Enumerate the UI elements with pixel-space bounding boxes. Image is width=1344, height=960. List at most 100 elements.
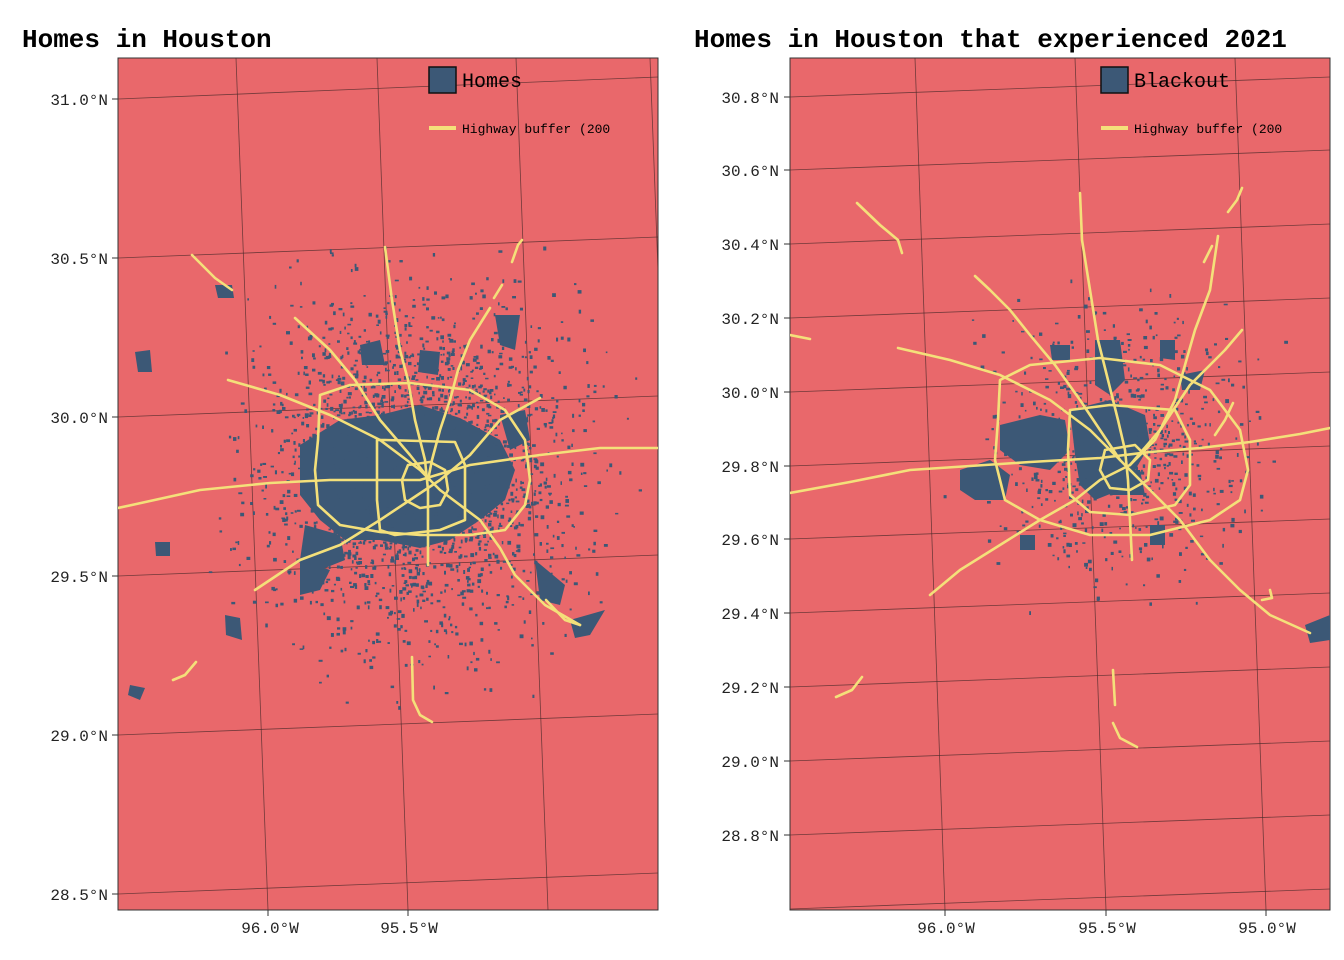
home-dot — [363, 539, 367, 542]
home-dot — [1180, 412, 1184, 415]
home-dot — [515, 442, 518, 445]
home-dot — [534, 347, 538, 351]
home-dot — [291, 432, 294, 435]
home-dot — [292, 414, 295, 418]
home-dot — [322, 453, 326, 457]
home-dot — [1096, 596, 1100, 601]
home-dot — [399, 433, 402, 437]
home-dot — [386, 492, 389, 495]
home-dot — [1119, 527, 1121, 530]
home-dot — [397, 350, 400, 354]
home-dot — [444, 570, 446, 575]
home-dot — [378, 536, 381, 539]
home-dot — [484, 543, 488, 546]
home-dot — [515, 500, 520, 503]
home-dot — [365, 492, 370, 496]
home-dot — [522, 495, 527, 498]
home-dot — [418, 459, 422, 464]
home-dot — [494, 434, 498, 436]
home-dot — [493, 466, 495, 471]
home-dot — [398, 432, 402, 435]
home-dot — [1189, 417, 1193, 420]
home-dot — [262, 373, 265, 377]
home-dot — [1145, 389, 1147, 392]
home-dot — [340, 587, 343, 591]
home-dot — [565, 499, 569, 503]
home-dot — [356, 497, 359, 501]
home-dot — [457, 434, 461, 439]
home-dot — [358, 557, 362, 560]
home-dot — [337, 381, 341, 385]
home-dot — [357, 350, 361, 354]
home-dot — [458, 555, 462, 559]
home-dot — [404, 580, 408, 584]
home-dot — [411, 449, 416, 452]
home-dot — [479, 399, 484, 402]
home-dot — [323, 384, 326, 386]
home-dot — [1055, 391, 1058, 394]
home-dot — [524, 340, 527, 344]
home-dot — [369, 378, 373, 382]
home-dot — [1077, 450, 1080, 454]
home-dot — [510, 575, 513, 579]
home-dot — [419, 399, 424, 402]
home-dot — [402, 516, 405, 520]
home-dot — [419, 540, 422, 545]
home-dot — [410, 432, 413, 435]
lat-tick-label: 31.0°N — [50, 92, 108, 110]
home-dot — [420, 606, 422, 610]
home-dot — [507, 398, 510, 402]
home-dot — [518, 391, 521, 394]
home-dot — [264, 387, 267, 391]
home-dot — [1085, 477, 1087, 479]
home-dot — [301, 555, 306, 559]
home-dot — [439, 550, 443, 554]
home-dot — [1169, 453, 1174, 457]
home-dot — [290, 512, 294, 514]
home-dot — [404, 552, 407, 557]
home-dot — [1220, 447, 1223, 450]
home-dot — [280, 448, 284, 452]
home-dot — [414, 575, 418, 580]
home-dot — [443, 509, 446, 512]
home-dot — [433, 525, 436, 530]
home-dot — [1098, 448, 1102, 452]
home-dot — [372, 640, 375, 645]
home-dot — [432, 253, 436, 257]
home-dot — [376, 420, 381, 423]
home-dot — [1040, 432, 1045, 437]
home-dot — [423, 347, 426, 350]
home-dot — [1021, 509, 1024, 514]
home-dot — [340, 565, 343, 569]
home-dot — [1116, 379, 1119, 383]
home-dot — [341, 425, 345, 428]
home-dot — [458, 382, 462, 386]
home-dot — [1141, 432, 1145, 437]
home-dot — [1067, 394, 1072, 399]
home-dot — [1098, 451, 1103, 454]
home-dot — [1040, 479, 1043, 483]
home-dot — [1144, 439, 1146, 442]
home-dot — [1178, 528, 1182, 531]
home-dot — [228, 435, 232, 439]
home-dot — [308, 571, 310, 575]
home-dot — [324, 348, 327, 353]
home-dot — [397, 529, 402, 532]
home-dot — [453, 482, 458, 487]
home-dot — [431, 486, 435, 490]
home-dot — [1138, 528, 1142, 531]
home-dot — [412, 316, 415, 319]
home-dot — [1108, 462, 1112, 465]
home-dot — [400, 486, 403, 488]
home-dot — [435, 629, 439, 634]
home-dot — [416, 602, 419, 607]
home-dot — [299, 524, 303, 528]
home-dot — [1043, 402, 1047, 405]
legend-highway-label: Highway buffer (200 — [1134, 122, 1282, 137]
home-dot — [389, 542, 393, 545]
home-dot — [319, 379, 323, 382]
home-dot — [434, 356, 438, 361]
home-dot — [1113, 336, 1117, 340]
home-dot — [348, 485, 352, 489]
home-dot — [477, 406, 480, 409]
